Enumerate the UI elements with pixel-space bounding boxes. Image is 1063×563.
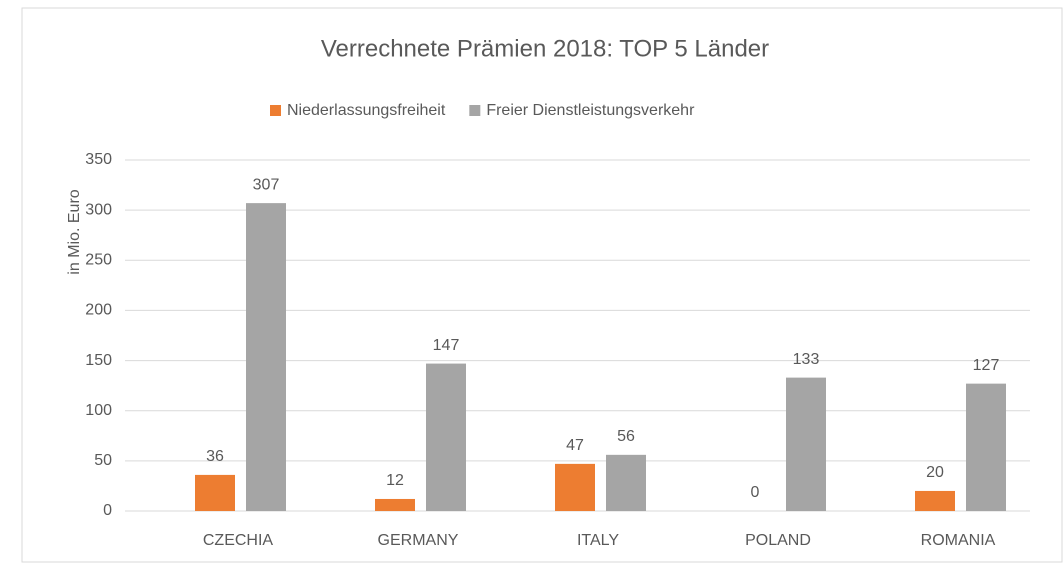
chart-title: Verrechnete Prämien 2018: TOP 5 Länder: [321, 35, 769, 62]
data-label: 307: [253, 176, 280, 193]
bar: [426, 363, 466, 511]
bar: [966, 383, 1006, 511]
bar: [375, 498, 415, 511]
bar: [606, 454, 646, 511]
y-tick-label: 150: [85, 352, 112, 369]
legend-swatch: [270, 105, 281, 116]
data-label: 147: [433, 337, 460, 354]
y-tick-label: 350: [85, 151, 112, 168]
y-tick-label: 200: [85, 302, 112, 319]
bar: [555, 463, 595, 511]
data-label: 12: [386, 472, 404, 489]
x-tick-label: ITALY: [577, 532, 619, 549]
x-tick-label: POLAND: [745, 532, 811, 549]
data-label: 56: [617, 428, 635, 445]
y-tick-label: 300: [85, 201, 112, 218]
data-label: 127: [973, 357, 1000, 374]
bar: [786, 377, 826, 511]
data-label: 36: [206, 448, 224, 465]
data-label: 20: [926, 464, 944, 481]
y-tick-label: 250: [85, 252, 112, 269]
legend-label: Freier Dienstleistungsverkehr: [486, 102, 695, 119]
y-axis-label: in Mio. Euro: [66, 189, 83, 274]
data-label: 0: [751, 484, 760, 501]
x-tick-label: ROMANIA: [921, 532, 996, 549]
y-tick-label: 0: [103, 502, 112, 519]
bar: [246, 203, 286, 511]
data-label: 133: [793, 351, 820, 368]
y-tick-label: 50: [94, 452, 112, 469]
legend-label: Niederlassungsfreiheit: [287, 102, 446, 119]
x-tick-label: GERMANY: [378, 532, 459, 549]
chart-frame: [21, 7, 1063, 563]
legend-swatch: [469, 105, 481, 116]
y-tick-label: 100: [85, 402, 112, 419]
bar: [195, 474, 235, 511]
x-tick-label: CZECHIA: [203, 532, 274, 549]
data-label: 47: [566, 437, 584, 454]
bar: [915, 490, 955, 511]
